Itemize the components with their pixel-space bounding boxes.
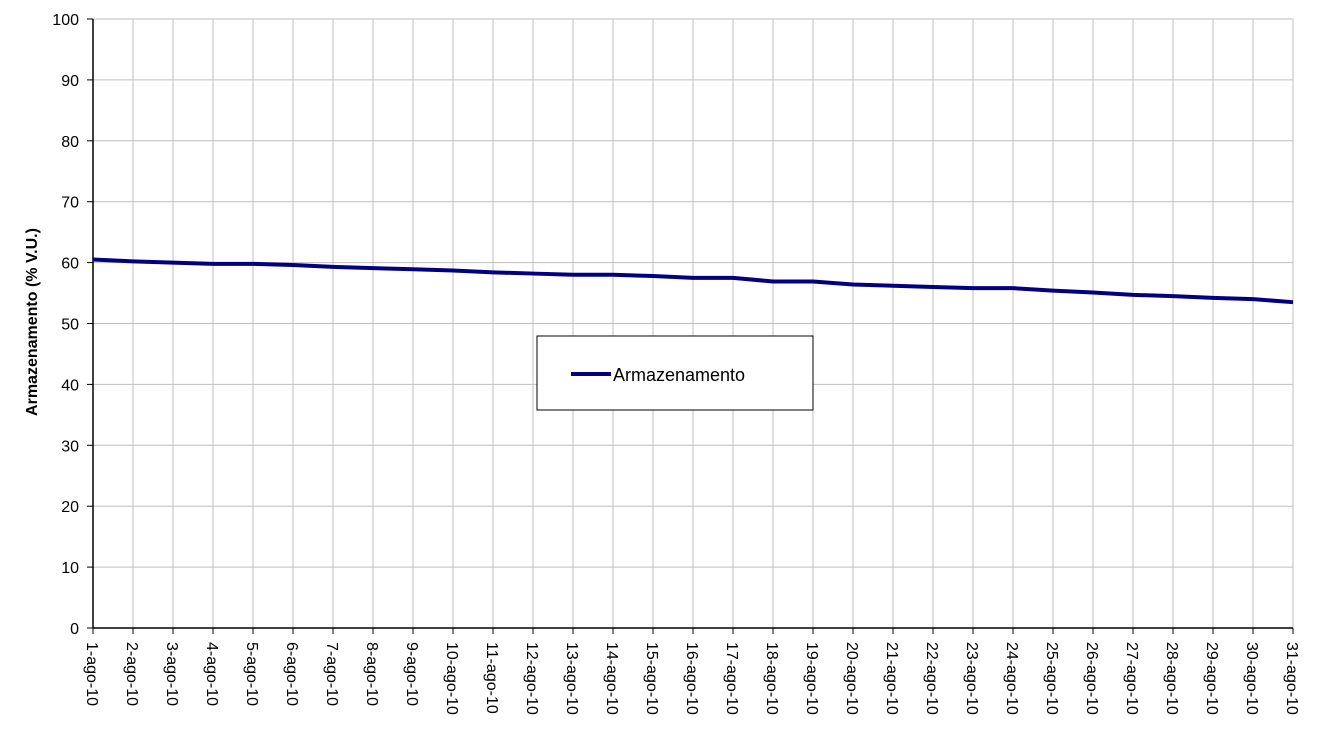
x-tick-labels: 1-ago-10 2-ago-10 3-ago-10 4-ago-10 5-ago-10…	[83, 642, 1300, 715]
x-tick-label: 27-ago-10	[1123, 642, 1140, 715]
y-tick-label: 40	[61, 377, 79, 394]
x-tick-label: 17-ago-10	[723, 642, 740, 715]
y-tick-label: 30	[61, 438, 79, 455]
x-tick-label: 14-ago-10	[603, 642, 620, 715]
y-tick-label: 90	[61, 73, 79, 90]
x-tick-label: 18-ago-10	[763, 642, 780, 715]
x-tick-label: 3-ago-10	[163, 642, 180, 706]
legend-entry-label: Armazenamento	[613, 365, 745, 385]
y-tick-label: 0	[70, 621, 79, 638]
x-tick-label: 11-ago-10	[483, 642, 500, 714]
x-tick-label: 20-ago-10	[843, 642, 860, 715]
x-tick-label: 31-ago-10	[1283, 642, 1300, 715]
x-tick-label: 8-ago-10	[363, 642, 380, 706]
x-tick-label: 24-ago-10	[1003, 642, 1020, 715]
x-tick-label: 26-ago-10	[1083, 642, 1100, 715]
y-tick-label: 60	[61, 256, 79, 273]
x-tick-label: 28-ago-10	[1163, 642, 1180, 715]
y-tick-label: 20	[61, 499, 79, 516]
x-tick-label: 21-ago-10	[883, 642, 900, 715]
y-tick-label: 70	[61, 195, 79, 212]
x-tick-label: 9-ago-10	[403, 642, 420, 706]
axes	[87, 18, 1294, 634]
x-tick-label: 25-ago-10	[1043, 642, 1060, 715]
x-tick-label: 12-ago-10	[523, 642, 540, 715]
x-tick-label: 4-ago-10	[203, 642, 220, 706]
x-tick-label: 10-ago-10	[443, 642, 460, 715]
y-tick-label: 50	[61, 317, 79, 334]
y-axis-label: Armazenamento (% V.U.)	[24, 228, 41, 416]
x-tick-label: 6-ago-10	[283, 642, 300, 706]
series-lines	[92, 257, 1294, 305]
y-tick-label: 80	[61, 134, 79, 151]
y-tick-label: 100	[52, 12, 79, 29]
x-tick-label: 5-ago-10	[243, 642, 260, 706]
y-tick-labels: 0 10 20 30 40 50 60 70 80 90 100	[52, 12, 79, 638]
gridlines	[93, 18, 1294, 628]
x-tick-label: 15-ago-10	[643, 642, 660, 715]
x-tick-label: 16-ago-10	[683, 642, 700, 715]
y-tick-label: 10	[61, 560, 79, 577]
x-tick-label: 19-ago-10	[803, 642, 820, 715]
x-tick-label: 2-ago-10	[123, 642, 140, 706]
x-tick-label: 13-ago-10	[563, 642, 580, 715]
legend: Armazenamento	[536, 335, 814, 411]
x-tick-label: 22-ago-10	[923, 642, 940, 715]
x-tick-label: 23-ago-10	[963, 642, 980, 715]
x-tick-label: 29-ago-10	[1203, 642, 1220, 715]
x-tick-label: 30-ago-10	[1243, 642, 1260, 715]
x-tick-label: 1-ago-10	[83, 642, 100, 706]
x-tick-label: 7-ago-10	[323, 642, 340, 706]
